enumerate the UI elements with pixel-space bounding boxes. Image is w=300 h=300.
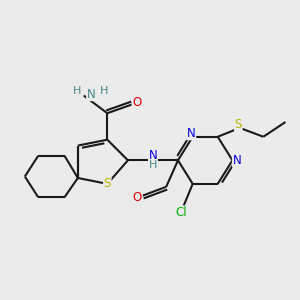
Text: N: N (232, 154, 241, 167)
Text: H: H (100, 86, 108, 96)
Text: S: S (235, 118, 242, 131)
Text: S: S (103, 177, 111, 190)
Text: N: N (87, 88, 95, 100)
Text: Cl: Cl (175, 206, 187, 219)
Text: N: N (148, 149, 157, 162)
Text: O: O (132, 96, 141, 110)
Text: O: O (133, 190, 142, 204)
Text: H: H (72, 86, 81, 96)
Text: N: N (187, 127, 196, 140)
Text: H: H (149, 160, 157, 170)
